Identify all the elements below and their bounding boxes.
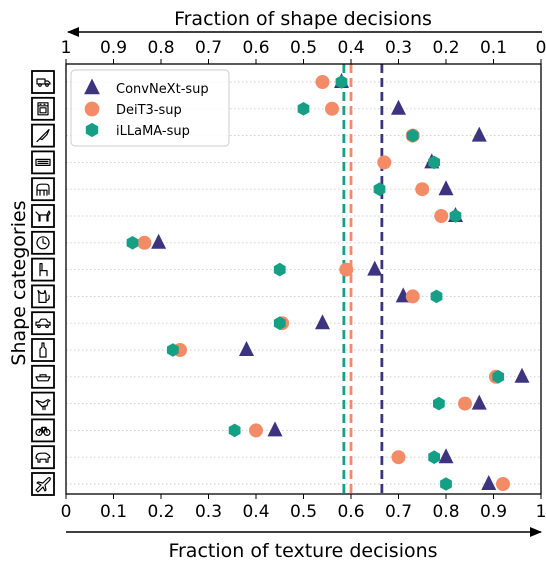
data-point bbox=[471, 394, 487, 410]
legend-label: ConvNeXt-sup bbox=[116, 82, 209, 97]
data-point bbox=[267, 421, 283, 437]
knife-icon bbox=[31, 123, 55, 148]
data-point bbox=[440, 477, 452, 491]
bottom-tick-label: 0.2 bbox=[147, 502, 174, 522]
airplane-icon bbox=[31, 472, 55, 496]
top-tick-label: 0.5 bbox=[290, 38, 317, 58]
legend-label: iLLaMA-sup bbox=[116, 124, 190, 139]
bottom-tick-label: 0.9 bbox=[480, 502, 507, 522]
data-point bbox=[406, 128, 419, 143]
data-point bbox=[367, 260, 383, 276]
mean-lines bbox=[342, 64, 384, 494]
bottom-tick-label: 0.6 bbox=[337, 502, 364, 522]
cat-icon bbox=[31, 284, 55, 309]
data-point bbox=[335, 75, 348, 89]
data-point bbox=[434, 209, 449, 223]
data-point bbox=[438, 180, 454, 196]
hexagon-marker bbox=[85, 122, 99, 138]
y-axis-title: Shape categories bbox=[8, 200, 30, 365]
data-point bbox=[471, 126, 487, 142]
data-point bbox=[137, 235, 152, 250]
oven-icon bbox=[31, 96, 55, 121]
category-icons bbox=[31, 70, 55, 496]
bottom-tick-label: 0.1 bbox=[100, 502, 127, 522]
legend-item: DeiT3-sup bbox=[84, 101, 182, 118]
data-point bbox=[438, 448, 454, 464]
elephant-icon bbox=[31, 177, 55, 202]
bottle-icon bbox=[31, 338, 55, 362]
triangle-marker bbox=[84, 78, 100, 95]
bicycle-icon bbox=[31, 418, 55, 443]
data-point bbox=[373, 182, 386, 196]
bird-icon bbox=[31, 391, 55, 416]
bear-icon bbox=[31, 445, 55, 470]
top-tick-label: 0 bbox=[536, 38, 546, 58]
truck-icon bbox=[31, 70, 55, 94]
data-point bbox=[297, 102, 310, 116]
boat-icon bbox=[31, 364, 55, 389]
circle-marker bbox=[84, 101, 100, 117]
top-tick-label: 0.8 bbox=[147, 38, 174, 58]
data-point bbox=[481, 475, 497, 490]
top-tick-label: 1 bbox=[61, 38, 72, 58]
data-point bbox=[166, 343, 179, 357]
data-points bbox=[126, 73, 530, 491]
top-axis-title: Fraction of shape decisions bbox=[174, 8, 432, 30]
data-point bbox=[315, 314, 330, 330]
dog-icon bbox=[31, 204, 55, 228]
legend: ConvNeXt-sup DeiT3-sup iLLaMA-sup bbox=[70, 69, 230, 147]
top-tick-label: 0.3 bbox=[385, 38, 412, 58]
legend-box bbox=[70, 69, 230, 147]
data-point bbox=[415, 182, 430, 197]
data-point bbox=[325, 101, 339, 116]
bottom-tick-label: 0.8 bbox=[432, 502, 459, 522]
bottom-tick-label: 1 bbox=[536, 502, 546, 522]
bottom-tick-label: 0.7 bbox=[385, 502, 412, 522]
data-point bbox=[377, 155, 392, 170]
data-point bbox=[432, 396, 445, 411]
bottom-axis-title: Fraction of texture decisions bbox=[168, 540, 437, 561]
data-point bbox=[273, 262, 286, 277]
bottom-tick-label: 0.3 bbox=[195, 502, 222, 522]
top-tick-label: 0.6 bbox=[242, 38, 269, 58]
data-point bbox=[428, 450, 441, 464]
bottom-tick-label: 0.5 bbox=[290, 502, 317, 522]
legend-label: DeiT3-sup bbox=[116, 103, 182, 118]
data-point bbox=[391, 99, 406, 115]
data-point bbox=[449, 209, 462, 223]
data-point bbox=[458, 396, 472, 411]
data-point bbox=[430, 289, 443, 304]
top-tick-label: 0.7 bbox=[195, 38, 222, 58]
top-tick-label: 0.9 bbox=[100, 38, 127, 58]
top-tick-label: 0.1 bbox=[480, 38, 507, 58]
data-point bbox=[126, 236, 139, 250]
series-illama-sup bbox=[126, 75, 505, 491]
legend-item: ConvNeXt-sup bbox=[84, 78, 209, 97]
top-tick-label: 0.4 bbox=[337, 38, 364, 58]
clock-icon bbox=[31, 230, 55, 255]
top-tick-label: 0.2 bbox=[432, 38, 459, 58]
data-point bbox=[151, 233, 167, 249]
data-point bbox=[228, 423, 241, 438]
chair-icon bbox=[31, 257, 55, 282]
data-point bbox=[492, 370, 505, 384]
data-point bbox=[249, 423, 263, 438]
data-point bbox=[428, 155, 441, 170]
data-point bbox=[514, 367, 530, 383]
bottom-tick-label: 0.4 bbox=[242, 502, 269, 522]
data-point bbox=[339, 262, 354, 277]
bottom-tick-label: 0 bbox=[61, 502, 72, 522]
axis-ticks: 0 0.1 0.2 0.3 0.4 0.5 0.6 0.7 0.8 0.9 1 1 0.9 0.8 0.7 0… bbox=[61, 38, 546, 522]
data-point bbox=[405, 289, 420, 304]
legend-item: iLLaMA-sup bbox=[85, 122, 190, 139]
data-point bbox=[496, 477, 510, 491]
data-point bbox=[239, 341, 254, 356]
keyboard-icon bbox=[31, 150, 55, 175]
data-point bbox=[273, 316, 286, 330]
data-point bbox=[391, 450, 406, 465]
data-point bbox=[315, 75, 330, 89]
car-icon bbox=[31, 311, 55, 336]
